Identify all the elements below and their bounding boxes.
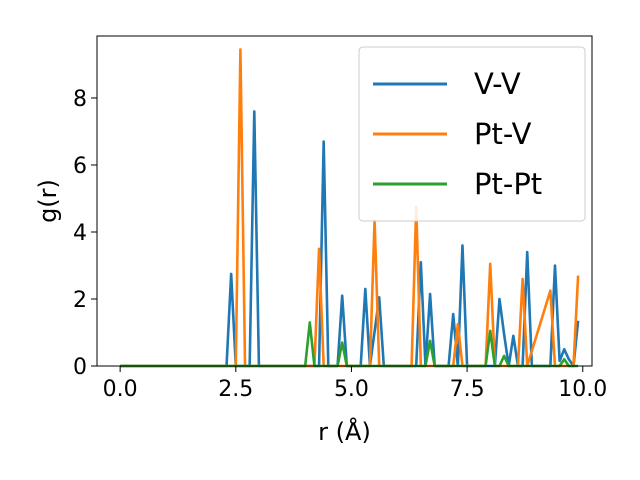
y-tick-label: 8 [73,87,87,112]
y-axis-label: g(r) [34,179,62,223]
y-tick-label: 6 [73,154,87,179]
plot-area: 0.0 2.5 5.0 7.5 10.0 0 2 4 6 8 [73,35,607,402]
y-tick-label: 2 [73,288,87,313]
legend-label: V-V [474,67,521,101]
legend: V-V Pt-V Pt-Pt [358,46,586,222]
x-tick-label: 7.5 [450,377,485,402]
axes-frame [96,35,593,367]
x-tick-label: 5.0 [334,377,369,402]
x-tick-label: 10.0 [558,377,607,402]
y-tick-label: 4 [73,221,87,246]
legend-box [358,46,586,222]
x-tick-label: 0.0 [103,377,138,402]
y-ticks: 0 2 4 6 8 [73,87,97,380]
y-tick-label: 0 [73,355,87,380]
x-axis-label: r (Å) [318,417,371,446]
x-ticks: 0.0 2.5 5.0 7.5 10.0 [103,366,607,402]
legend-label: Pt-Pt [474,167,542,201]
legend-label: Pt-V [474,117,532,151]
x-tick-label: 2.5 [218,377,253,402]
